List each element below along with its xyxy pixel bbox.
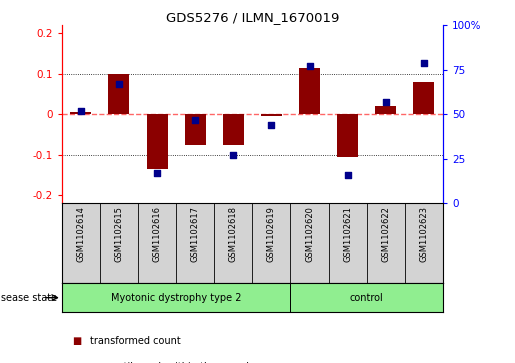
Bar bbox=[147, 114, 167, 169]
Point bbox=[229, 152, 237, 158]
Bar bbox=[71, 112, 91, 114]
Text: control: control bbox=[350, 293, 384, 303]
Text: GSM1102614: GSM1102614 bbox=[76, 207, 85, 262]
Bar bbox=[62, 283, 290, 312]
Text: ■: ■ bbox=[72, 336, 81, 346]
Bar bbox=[337, 114, 358, 157]
Point bbox=[267, 122, 276, 128]
Text: GSM1102618: GSM1102618 bbox=[229, 207, 238, 262]
Text: GSM1102619: GSM1102619 bbox=[267, 207, 276, 262]
Point bbox=[191, 117, 199, 123]
Text: Myotonic dystrophy type 2: Myotonic dystrophy type 2 bbox=[111, 293, 242, 303]
Text: GSM1102621: GSM1102621 bbox=[343, 207, 352, 262]
Text: GSM1102615: GSM1102615 bbox=[114, 207, 124, 262]
Point bbox=[382, 99, 390, 105]
Text: ■: ■ bbox=[72, 362, 81, 363]
Text: GSM1102620: GSM1102620 bbox=[305, 207, 314, 262]
Bar bbox=[185, 114, 205, 145]
Point bbox=[305, 64, 314, 69]
Bar bbox=[414, 82, 434, 114]
Text: GSM1102616: GSM1102616 bbox=[152, 207, 162, 262]
Bar bbox=[109, 74, 129, 114]
Bar bbox=[223, 114, 244, 145]
Point bbox=[153, 170, 161, 176]
Bar bbox=[299, 68, 320, 114]
Text: GSM1102622: GSM1102622 bbox=[381, 207, 390, 262]
Bar bbox=[290, 283, 443, 312]
Point bbox=[344, 172, 352, 178]
Text: percentile rank within the sample: percentile rank within the sample bbox=[90, 362, 255, 363]
Text: transformed count: transformed count bbox=[90, 336, 181, 346]
Text: GSM1102623: GSM1102623 bbox=[419, 207, 428, 262]
Text: disease state: disease state bbox=[0, 293, 57, 303]
Point bbox=[115, 81, 123, 87]
Bar bbox=[375, 106, 396, 114]
Bar bbox=[261, 114, 282, 117]
Text: GSM1102617: GSM1102617 bbox=[191, 207, 200, 262]
Title: GDS5276 / ILMN_1670019: GDS5276 / ILMN_1670019 bbox=[166, 11, 339, 24]
Point bbox=[420, 60, 428, 66]
Point bbox=[77, 108, 85, 114]
